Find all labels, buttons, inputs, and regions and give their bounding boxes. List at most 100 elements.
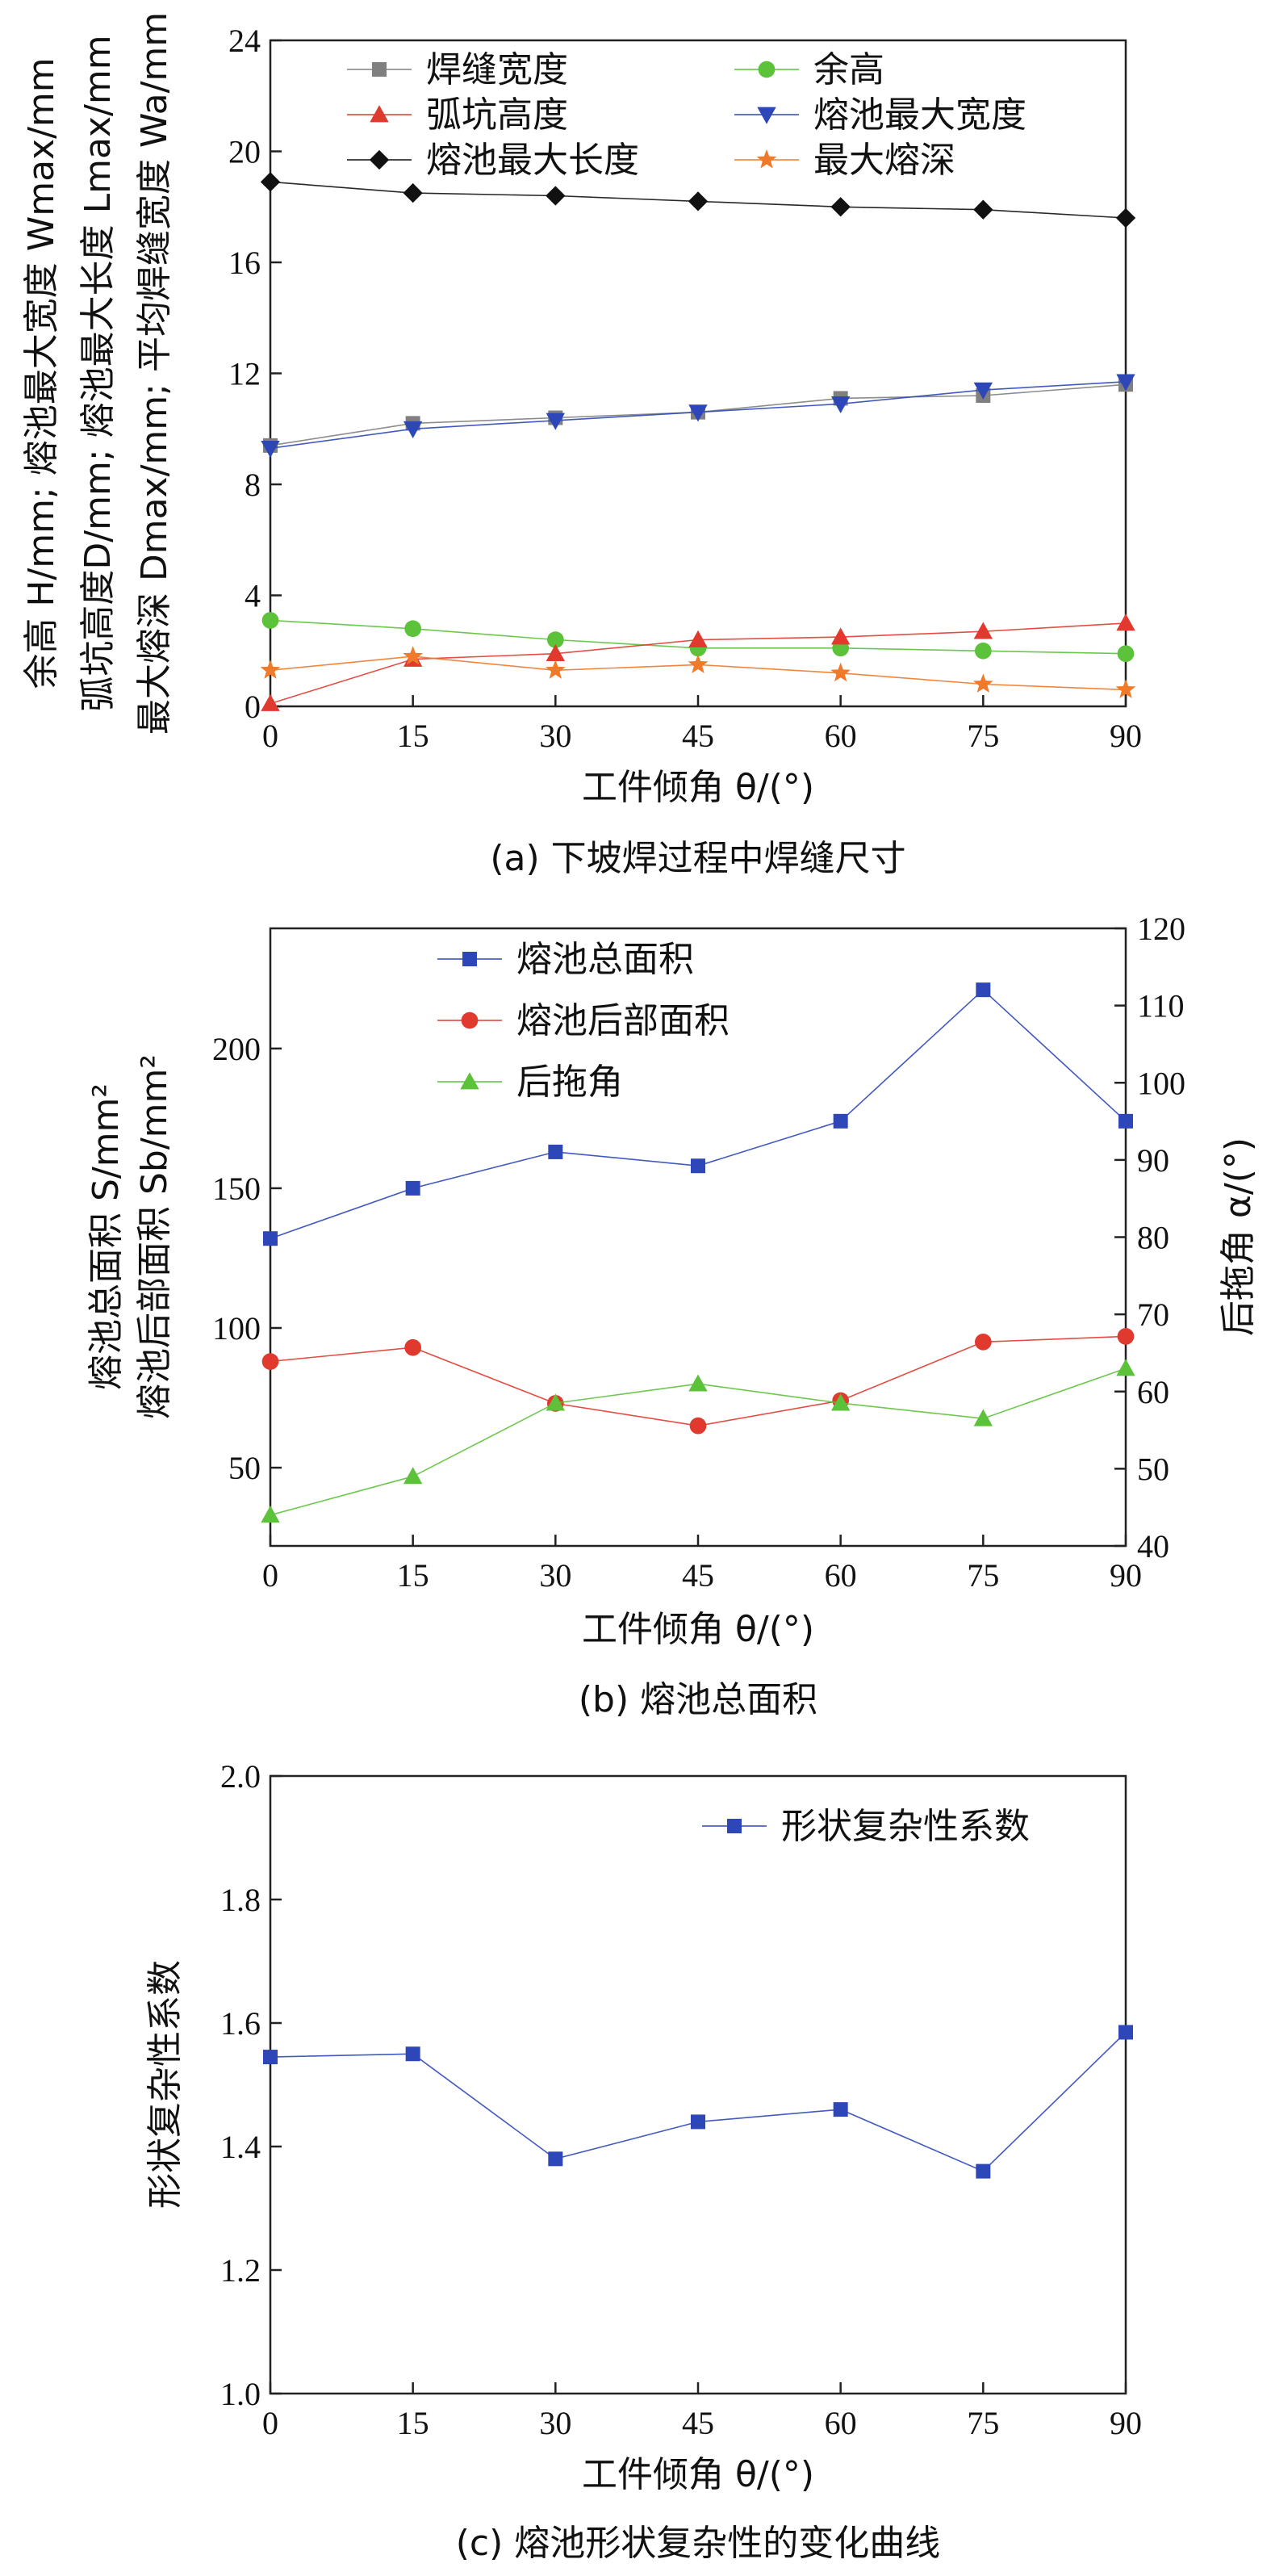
- data-point: [260, 172, 281, 192]
- data-point: [404, 620, 422, 638]
- data-point: [688, 1374, 708, 1392]
- plot-frame-a: [269, 39, 1127, 708]
- legend-label: 熔池后部面积: [516, 1000, 730, 1041]
- data-point: [976, 982, 991, 998]
- caption-a: (a) 下坡焊过程中焊缝尺寸: [490, 838, 905, 879]
- x-tick-label: 90: [1110, 2405, 1142, 2441]
- y-tick-label: 24: [228, 23, 261, 59]
- data-point: [403, 1467, 423, 1485]
- legend-marker: [757, 107, 776, 124]
- y-axis-label-b-2: 熔池后部面积 Sb/mm²: [134, 1054, 175, 1419]
- legend-label: 形状复杂性系数: [781, 1806, 1030, 1847]
- data-point: [1117, 1328, 1135, 1345]
- y-tick-label: 1.6: [220, 2005, 261, 2042]
- y-tick-label: 12: [228, 356, 261, 392]
- y-tick-label: 16: [228, 245, 261, 281]
- panel-c: 1.0 1.2 1.4 1.6 1.8 2.0 0 15 30 45 60 75 90 形状复杂性系数…: [144, 1758, 1142, 2564]
- x-tick-label: 45: [682, 2405, 714, 2441]
- legend-label: 熔池最大宽度: [813, 94, 1026, 136]
- legend-marker: [462, 952, 477, 966]
- y-tick-label: 1.4: [220, 2129, 261, 2165]
- legend-marker: [370, 105, 389, 123]
- data-point: [691, 2114, 705, 2130]
- data-point: [405, 2046, 420, 2062]
- legend-marker: [758, 61, 776, 78]
- data-point: [1116, 614, 1135, 631]
- y-tick-label: 1.2: [220, 2252, 261, 2289]
- x-tick-label: 15: [397, 1557, 429, 1594]
- data-point: [546, 186, 566, 206]
- data-point: [976, 2163, 991, 2179]
- data-point: [261, 693, 280, 711]
- data-point: [830, 396, 851, 414]
- x-tick-label: 45: [682, 1557, 714, 1594]
- data-point: [548, 2151, 563, 2167]
- y-tick-label: 200: [212, 1031, 261, 1067]
- data-point: [261, 1506, 280, 1523]
- data-point: [263, 2050, 278, 2065]
- data-point: [830, 627, 851, 645]
- data-point: [548, 1144, 563, 1159]
- y-tick-label: 4: [245, 578, 261, 614]
- y-axis-label-a-3: 最大熔深 Dmax/mm; 平均焊缝宽度 Wa/mm: [134, 12, 175, 735]
- data-point: [403, 421, 423, 438]
- data-point: [546, 631, 564, 648]
- caption-b: (b) 熔池总面积: [579, 1679, 817, 1720]
- x-tick-label: 75: [967, 1557, 999, 1594]
- panel-b: 50 100 150 200 40 50 60 70 80 90 100 110 120 0 15 30 4…: [86, 911, 1259, 1720]
- y2-tick-label: 50: [1137, 1451, 1169, 1487]
- x-tick-label: 15: [397, 718, 429, 754]
- y-axis-label-b-1: 熔池总面积 S/mm²: [86, 1083, 127, 1390]
- data-point: [546, 413, 566, 430]
- legend-label: 最大熔深: [813, 140, 955, 181]
- data-point: [546, 1393, 566, 1411]
- data-point: [405, 1180, 420, 1196]
- data-point: [830, 662, 851, 682]
- data-point: [545, 660, 566, 679]
- data-point: [973, 382, 993, 400]
- data-point: [688, 404, 708, 422]
- plot-frame-c: [269, 1774, 1127, 2395]
- y-tick-label: 150: [212, 1171, 261, 1207]
- x-tick-label: 0: [262, 2405, 278, 2441]
- y-axis-label-a-2: 弧坑高度D/mm; 熔池最大长度 Lmax/mm: [77, 35, 119, 711]
- y2-tick-label: 110: [1137, 988, 1185, 1024]
- data-point: [974, 642, 992, 660]
- y-axis-label-c: 形状复杂性系数: [144, 1960, 186, 2209]
- x-tick-label: 60: [825, 1557, 857, 1594]
- x-tick-label: 30: [539, 1557, 571, 1594]
- y-tick-label: 8: [245, 467, 261, 503]
- data-point: [261, 1353, 279, 1370]
- data-point: [688, 654, 709, 673]
- legend-label: 余高: [813, 49, 884, 90]
- legend-marker: [461, 1012, 479, 1029]
- legend-label: 弧坑高度: [426, 94, 568, 136]
- y-tick-label: 1.8: [220, 1882, 261, 1918]
- caption-c: (c) 熔池形状复杂性的变化曲线: [456, 2523, 941, 2564]
- data-point: [688, 191, 709, 212]
- data-point: [830, 197, 851, 217]
- data-point: [689, 1417, 707, 1435]
- data-point: [403, 182, 423, 203]
- legend-marker: [372, 62, 387, 77]
- legend-label: 焊缝宽度: [426, 49, 568, 90]
- legend-marker: [369, 149, 390, 170]
- y-tick-label: 20: [228, 134, 261, 170]
- legend-label: 熔池总面积: [516, 939, 694, 980]
- data-point: [830, 1393, 851, 1411]
- x-tick-label: 30: [539, 718, 571, 754]
- data-point: [1115, 679, 1136, 698]
- data-point: [691, 1158, 705, 1174]
- legend-marker: [756, 149, 777, 169]
- data-point: [1116, 1359, 1135, 1376]
- x-tick-label: 60: [825, 2405, 857, 2441]
- y2-tick-label: 90: [1137, 1142, 1169, 1179]
- data-point: [972, 673, 993, 693]
- data-point: [1118, 1113, 1133, 1129]
- data-point: [261, 612, 279, 629]
- y-tick-label: 1.0: [220, 2376, 261, 2412]
- y-tick-label: 2.0: [220, 1758, 261, 1795]
- y2-tick-label: 100: [1137, 1065, 1185, 1101]
- legend-marker: [460, 1072, 479, 1090]
